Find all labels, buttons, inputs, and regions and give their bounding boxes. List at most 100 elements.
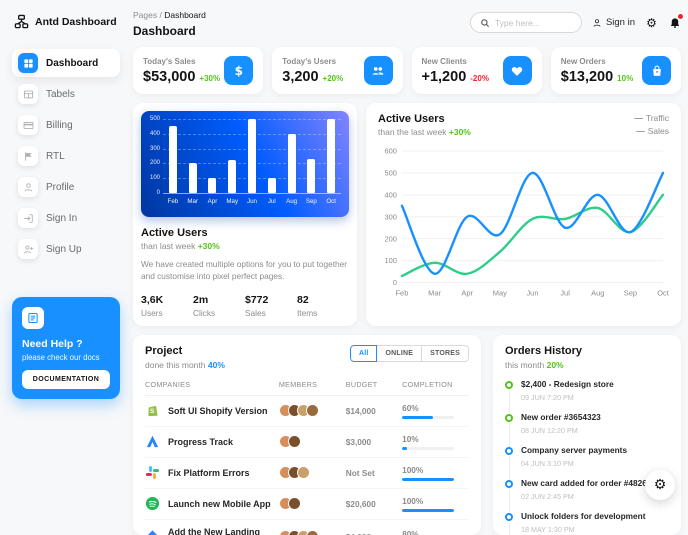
topbar: Pages / Dashboard Dashboard Sign in ⚙ (133, 10, 684, 38)
notifications-bell-icon[interactable] (668, 13, 684, 29)
svg-text:600: 600 (384, 147, 396, 156)
mini-stat-value: $772 (245, 293, 269, 306)
sign-in-label: Sign in (605, 17, 635, 28)
project-title: Project (145, 344, 183, 357)
stat-cards-row: Today's Sales $53,000 +30% $ Today's Use… (133, 47, 681, 94)
sidebar-item-label: Billing (46, 119, 73, 131)
budget-cell: $3,000 (345, 436, 372, 447)
filter-button-online[interactable]: ONLINE (377, 344, 423, 362)
member-avatar[interactable] (305, 530, 319, 535)
table-row: S Soft UI Shopify Version $14,000 60% (145, 396, 469, 427)
help-doc-icon (22, 307, 44, 329)
bar-x-tick: Oct (326, 198, 336, 205)
bar-chart-plot (163, 119, 341, 194)
bar (301, 119, 321, 193)
active-users-title: Active Users (141, 227, 208, 239)
active-users-description: We have created multiple options for you… (141, 259, 348, 282)
sidebar-item-label: RTL (46, 150, 65, 162)
timeline-connector (508, 422, 510, 447)
timeline-item: New order #3654323 08 JUN 12:20 PM (505, 412, 669, 447)
sign-in-button[interactable]: Sign in (592, 17, 635, 28)
breadcrumb-block: Pages / Dashboard Dashboard (133, 10, 206, 38)
table-row: Fix Platform Errors Not Set 100% (145, 458, 469, 489)
sidebar-item-sign-up[interactable]: Sign Up (12, 235, 120, 263)
legend-item-sales[interactable]: — Sales (636, 126, 669, 136)
orders-history-card: Orders History this month 20% $2,400 - R… (493, 334, 681, 535)
notification-badge (677, 13, 684, 20)
timeline-connector (508, 488, 510, 513)
sign-in-icon (18, 208, 38, 228)
breadcrumb-root[interactable]: Pages (133, 10, 158, 20)
sidebar-item-sign-in[interactable]: Sign In (12, 204, 120, 232)
bar (321, 119, 341, 193)
search-box[interactable] (469, 12, 582, 33)
project-card: Project done this month 40% All ONLINE STO… (133, 334, 481, 535)
settings-gear-icon[interactable]: ⚙ (646, 15, 657, 30)
timeline-item: Unlock folders for development 18 MAY 1:… (505, 510, 669, 535)
completion-percent: 80% (402, 528, 419, 535)
bar-x-tick: Jul (267, 198, 276, 205)
timeline-dot (505, 446, 513, 455)
table-row: Add the New Landing Page $4,000 80% (145, 520, 469, 535)
slack-icon (145, 465, 160, 480)
svg-text:200: 200 (384, 234, 396, 243)
completion-percent: 100% (402, 495, 424, 506)
stat-label: New Clients (421, 56, 467, 66)
sidebar-item-profile[interactable]: Profile (12, 173, 120, 201)
bar-y-tick: 500 (149, 116, 160, 122)
sidebar-item-rtl[interactable]: RTL (12, 142, 120, 170)
page-title: Dashboard (133, 24, 196, 38)
completion-cell: 10% (402, 434, 455, 450)
members-cell (278, 466, 346, 480)
search-input[interactable] (494, 17, 572, 28)
legend-item-traffic[interactable]: — Traffic (634, 113, 669, 123)
column-header-completion: COMPLETION (402, 379, 453, 389)
bar-x-tick: May (226, 198, 239, 205)
orders-title: Orders History (505, 344, 583, 357)
completion-bar (402, 446, 455, 450)
bar-series (163, 119, 341, 193)
svg-text:Sep: Sep (624, 288, 637, 297)
bar-gridline (163, 193, 341, 194)
sidebar-item-tabels[interactable]: Tabels (12, 80, 120, 108)
stat-label: New Orders (560, 56, 606, 66)
bar-x-tick: Apr (207, 198, 218, 205)
svg-text:100: 100 (384, 256, 396, 265)
timeline-connector (508, 521, 510, 535)
sidebar-item-label: Sign Up (46, 243, 82, 255)
member-avatar[interactable] (287, 435, 301, 449)
member-avatar[interactable] (305, 404, 319, 418)
atlassian-icon (145, 434, 160, 449)
mini-stat-value: 3,6K (141, 293, 164, 306)
timeline-dot (505, 479, 513, 488)
filter-button-stores[interactable]: STORES (422, 344, 469, 362)
company-cell: Launch new Mobile App (145, 496, 279, 511)
column-header-members: MEMBERS (278, 379, 318, 389)
timeline-time: 02 JUN 2:45 PM (521, 491, 574, 501)
project-filters: All ONLINE STORES (349, 344, 469, 362)
member-avatar[interactable] (287, 497, 301, 511)
stat-label: Today's Sales (143, 56, 196, 66)
completion-bar (402, 415, 455, 419)
sidebar-item-billing[interactable]: Billing (12, 111, 120, 139)
timeline-text: Unlock folders for development (521, 510, 646, 521)
company-cell: Progress Track (145, 434, 279, 449)
sidebar-item-dashboard[interactable]: Dashboard (12, 49, 120, 77)
settings-fab-gear-icon[interactable]: ⚙ (645, 470, 675, 500)
table-header: COMPANIES MEMBERS BUDGET COMPLETION (145, 380, 469, 396)
company-cell: Fix Platform Errors (145, 465, 279, 480)
dashboard-icon (18, 53, 38, 73)
company-name: Launch new Mobile App (168, 498, 271, 509)
table-row: Progress Track $3,000 10% (145, 427, 469, 458)
bar-x-tick: Mar (187, 198, 198, 205)
bar (183, 119, 203, 193)
brand[interactable]: Antd Dashboard (12, 14, 120, 29)
mini-stat-users: 3,6K Users (141, 294, 193, 318)
budget-cell: $20,600 (345, 498, 376, 509)
filter-button-all[interactable]: All (349, 344, 378, 362)
mini-stat-label: Items (297, 307, 318, 318)
mini-stat-items: 82 Items (297, 294, 349, 318)
stat-card-new-orders: New Orders $13,200 10% (550, 47, 681, 94)
documentation-button[interactable]: DOCUMENTATION (22, 370, 110, 389)
member-avatar[interactable] (296, 466, 310, 480)
